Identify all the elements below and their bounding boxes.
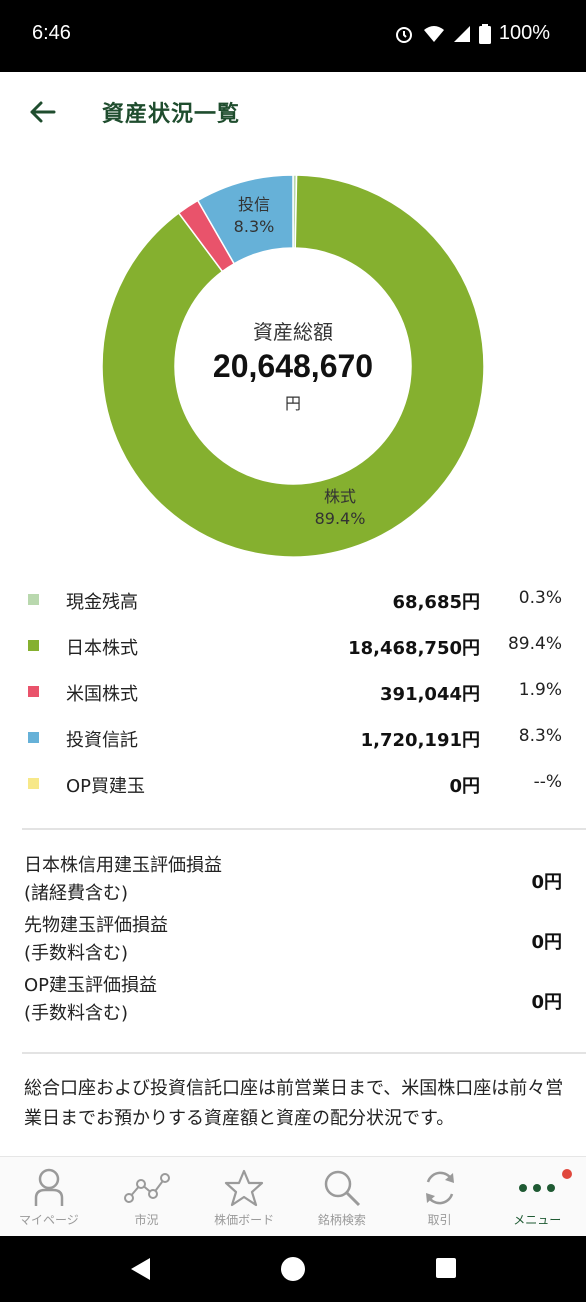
asset-donut-chart: 資産総額 20,648,670 円 投信 8.3% 株式 89.4%	[0, 160, 586, 560]
wifi-icon	[423, 25, 445, 43]
divider	[22, 1052, 586, 1054]
pl-row-futures: 先物建玉評価損益 (手数料含む) 0円	[0, 910, 586, 970]
legend-percent: 0.3%	[518, 588, 562, 608]
total-assets-title: 資産総額	[253, 320, 333, 344]
legend-name: 投資信託	[66, 730, 138, 751]
pl-name-line2: (諸経費含む)	[24, 883, 129, 904]
legend-row-cash: 現金残高 68,685円 0.3%	[0, 578, 586, 624]
legend-amount: 0円	[449, 776, 480, 797]
circle-home-icon	[281, 1257, 305, 1281]
divider	[22, 828, 586, 830]
pl-name-line2: (手数料含む)	[24, 1003, 129, 1024]
slice-label-stock: 株式 89.4%	[300, 486, 380, 530]
slice-label-fund: 投信 8.3%	[224, 194, 284, 238]
refresh-icon	[420, 1165, 460, 1211]
notification-badge	[562, 1169, 573, 1179]
person-icon	[33, 1165, 65, 1211]
total-assets-unit: 円	[284, 394, 301, 413]
system-recents-button[interactable]	[434, 1256, 458, 1284]
legend-amount: 1,720,191円	[360, 730, 480, 751]
slice-label-stock-name: 株式	[323, 487, 356, 506]
legend-amount: 68,685円	[392, 592, 480, 613]
more-icon	[517, 1165, 557, 1211]
system-back-button[interactable]	[128, 1256, 154, 1286]
asset-legend: 現金残高 68,685円 0.3% 日本株式 18,468,750円 89.4%…	[0, 578, 586, 808]
pl-row-options: OP建玉評価損益 (手数料含む) 0円	[0, 970, 586, 1030]
legend-swatch	[28, 640, 39, 651]
search-icon	[322, 1165, 362, 1211]
status-time: 6:46	[32, 22, 71, 44]
pl-name-line1: 日本株信用建玉評価損益	[24, 855, 222, 876]
legend-swatch	[28, 594, 39, 605]
legend-name: OP買建玉	[66, 776, 146, 797]
legend-amount: 391,044円	[380, 684, 480, 705]
battery-icon	[478, 23, 491, 44]
back-button[interactable]	[24, 94, 60, 130]
status-icons: 100%	[393, 22, 550, 45]
pl-value: 0円	[531, 872, 562, 893]
page-title: 資産状況一覧	[102, 102, 241, 127]
triangle-back-icon	[131, 1258, 150, 1280]
legend-amount: 18,468,750円	[348, 638, 480, 659]
nav-label: 取引	[427, 1213, 452, 1227]
battery-percent: 100%	[498, 22, 550, 44]
app-bar: 資産状況一覧	[0, 72, 586, 152]
nav-label: 銘柄検索	[317, 1213, 366, 1227]
slice-label-fund-percent: 8.3%	[233, 217, 275, 236]
total-assets-value: 20,648,670	[212, 348, 374, 384]
legend-row-us-stock: 米国株式 391,044円 1.9%	[0, 670, 586, 716]
arrow-left-icon	[30, 101, 56, 123]
legend-swatch	[28, 778, 39, 789]
legend-row-jp-stock: 日本株式 18,468,750円 89.4%	[0, 624, 586, 670]
legend-percent: 89.4%	[507, 634, 562, 654]
nav-mypage[interactable]: マイページ	[0, 1157, 98, 1236]
legend-swatch	[28, 686, 39, 697]
square-recents-icon	[436, 1258, 456, 1278]
pl-row-margin: 日本株信用建玉評価損益 (諸経費含む) 0円	[0, 850, 586, 910]
nav-label: マイページ	[18, 1213, 79, 1227]
pl-name: 先物建玉評価損益 (手数料含む)	[24, 912, 464, 968]
legend-name: 現金残高	[66, 592, 138, 613]
market-icon	[123, 1165, 171, 1211]
nav-label: 市況	[134, 1213, 159, 1227]
legend-row-op: OP買建玉 0円 --%	[0, 762, 586, 808]
legend-swatch	[28, 732, 39, 743]
nav-trade[interactable]: 取引	[391, 1157, 489, 1236]
star-icon	[224, 1165, 264, 1211]
nav-stock-board[interactable]: 株価ボード	[195, 1157, 293, 1236]
pl-value: 0円	[531, 992, 562, 1013]
donut-slice-投資信託	[196, 174, 294, 265]
pl-name: 日本株信用建玉評価損益 (諸経費含む)	[24, 852, 464, 908]
signal-icon	[453, 25, 471, 43]
alarm-icon	[393, 23, 415, 45]
bottom-nav: マイページ 市況 株価ボード 銘柄検索 取引 メニュー	[0, 1156, 586, 1236]
legend-row-fund: 投資信託 1,720,191円 8.3%	[0, 716, 586, 762]
pl-name-line1: OP建玉評価損益	[24, 975, 158, 996]
slice-label-stock-percent: 89.4%	[314, 509, 366, 528]
legend-name: 米国株式	[66, 684, 138, 705]
legend-percent: 8.3%	[518, 726, 562, 746]
note-text: 総合口座および投資信託口座は前営業日まで、米国株口座は前々営業日までお預かりする…	[24, 1078, 564, 1129]
legend-percent: --%	[533, 772, 562, 792]
nav-market[interactable]: 市況	[98, 1157, 196, 1236]
slice-label-fund-name: 投信	[237, 195, 270, 214]
nav-search[interactable]: 銘柄検索	[293, 1157, 391, 1236]
pl-name: OP建玉評価損益 (手数料含む)	[24, 972, 464, 1028]
legend-name: 日本株式	[66, 638, 138, 659]
donut-slice-日本株式	[101, 174, 485, 558]
status-bar: 6:46 100%	[0, 0, 586, 72]
pl-name-line1: 先物建玉評価損益	[24, 915, 168, 936]
profit-loss-section: 日本株信用建玉評価損益 (諸経費含む) 0円 先物建玉評価損益 (手数料含む) …	[0, 850, 586, 1030]
nav-label: 株価ボード	[214, 1213, 275, 1227]
legend-percent: 1.9%	[518, 680, 562, 700]
pl-value: 0円	[531, 932, 562, 953]
pl-name-line2: (手数料含む)	[24, 943, 129, 964]
system-home-button[interactable]	[280, 1256, 306, 1286]
donut-svg	[101, 174, 485, 558]
nav-menu[interactable]: メニュー	[488, 1157, 586, 1236]
nav-label: メニュー	[513, 1213, 562, 1227]
system-nav-bar	[0, 1236, 586, 1302]
